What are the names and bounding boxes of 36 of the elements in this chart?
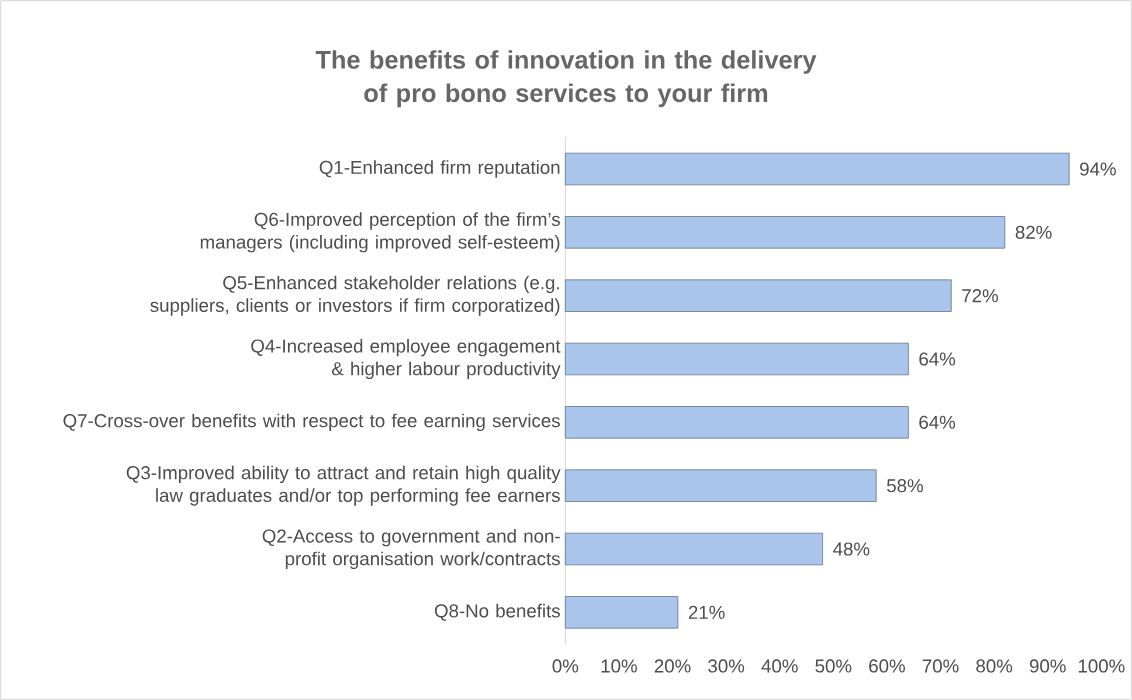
y-tick-label: Q3-Improved ability to attract and retain high quality law graduates and/or top performing fee earners — [126, 465, 561, 506]
bar — [564, 406, 909, 439]
y-tick-label: Q6-Improved perception of the firm’s managers (including improved self-esteem) — [200, 212, 560, 253]
x-tick-label: 0% — [552, 659, 579, 673]
bar — [564, 152, 1070, 186]
x-tick-label: 100% — [1078, 659, 1125, 673]
y-tick-label: Q7-Cross-over benefits with respect to fee earning services — [63, 413, 560, 432]
data-label: 72% — [962, 289, 998, 303]
x-tick-label: 40% — [761, 659, 798, 673]
bar — [564, 342, 909, 376]
bar — [564, 469, 877, 502]
x-tick-label: 10% — [601, 659, 637, 673]
x-tick-label: 70% — [922, 659, 959, 673]
bar — [564, 532, 824, 566]
chart-title: The benefits of innovation in the delivery of pro bono services to your firm — [315, 50, 817, 108]
x-tick-label: 80% — [976, 659, 1013, 673]
data-label: 64% — [919, 415, 956, 429]
y-tick-label: Q8-No benefits — [434, 603, 560, 621]
x-tick-label: 20% — [654, 659, 691, 673]
x-tick-label: 30% — [708, 659, 745, 673]
bar — [564, 279, 952, 312]
y-tick-label: Q1-Enhanced firm reputation — [319, 160, 560, 178]
x-tick-label: 50% — [815, 659, 852, 673]
y-tick-label: Q2-Access to government and non-profit organisation work/contracts — [262, 528, 560, 570]
y-tick-label: Q5-Enhanced stakeholder relations (e.g. suppliers, clients or investors if firm corporatized) — [150, 275, 560, 316]
data-label: 64% — [919, 352, 956, 366]
data-label: 58% — [887, 479, 923, 493]
x-tick-label: 90% — [1029, 659, 1066, 673]
data-label: 94% — [1080, 162, 1116, 176]
bar — [564, 596, 679, 629]
x-tick-label: 60% — [869, 659, 905, 673]
data-label: 21% — [688, 605, 725, 619]
y-tick-label: Q4-Increased employee engagement & higher labour productivity — [251, 338, 561, 380]
bar — [564, 216, 1006, 249]
data-label: 48% — [833, 542, 870, 556]
data-label: 82% — [1015, 225, 1052, 239]
